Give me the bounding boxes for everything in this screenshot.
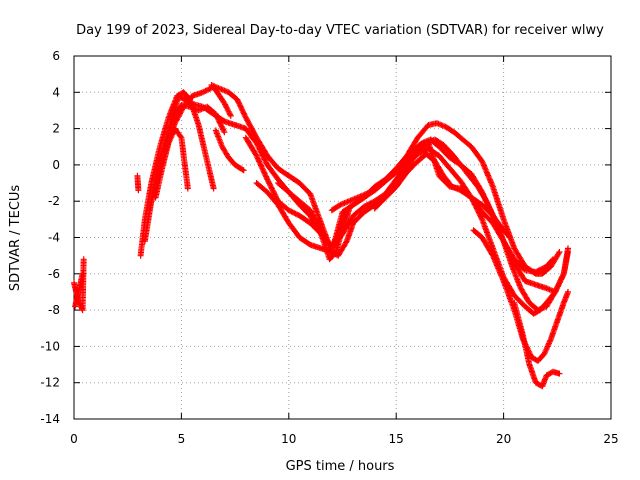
x-tick-label: 20 (496, 432, 511, 446)
data-point-markers (72, 270, 86, 310)
y-tick-label: -4 (48, 231, 60, 245)
series-trace-17 (470, 227, 571, 364)
y-tick-label: -6 (48, 267, 60, 281)
y-tick-label: -14 (40, 412, 60, 426)
y-axis-label: SDTVAR / TECUs (8, 185, 23, 292)
series-trace-3 (134, 172, 142, 194)
y-tick-label: -10 (40, 339, 60, 353)
y-tick-label: -8 (48, 303, 60, 317)
data-point-markers (511, 299, 563, 390)
grid (74, 56, 611, 419)
x-tick-label: 0 (70, 432, 78, 446)
data-point-markers (152, 125, 191, 201)
x-tick-label: 5 (178, 432, 186, 446)
y-tick-label: 0 (52, 158, 60, 172)
series-trace-10 (212, 127, 247, 174)
axis-ticks: 0 5 10 15 20 25 -14 -12 -10 -8 -6 -4 -2 0 2 4 6 (40, 49, 618, 446)
y-tick-label: 6 (52, 49, 60, 63)
x-tick-label: 15 (389, 432, 404, 446)
series-trace-16 (393, 140, 513, 241)
series-trace-18 (511, 299, 563, 390)
y-tick-label: 2 (52, 122, 60, 136)
x-tick-label: 25 (603, 432, 618, 446)
data-points (71, 82, 571, 390)
series-trace-2 (72, 270, 86, 310)
x-tick-label: 10 (281, 432, 296, 446)
y-tick-label: 4 (52, 85, 60, 99)
data-point-markers (393, 140, 513, 241)
y-tick-label: -12 (40, 376, 60, 390)
data-point-markers (212, 127, 247, 174)
x-axis-label: GPS time / hours (286, 459, 395, 474)
data-point-markers (134, 172, 142, 194)
y-tick-label: -2 (48, 194, 60, 208)
data-point-markers (470, 227, 571, 364)
chart-title: Day 199 of 2023, Sidereal Day-to-day VTE… (76, 23, 604, 38)
series-trace-7 (152, 125, 191, 201)
